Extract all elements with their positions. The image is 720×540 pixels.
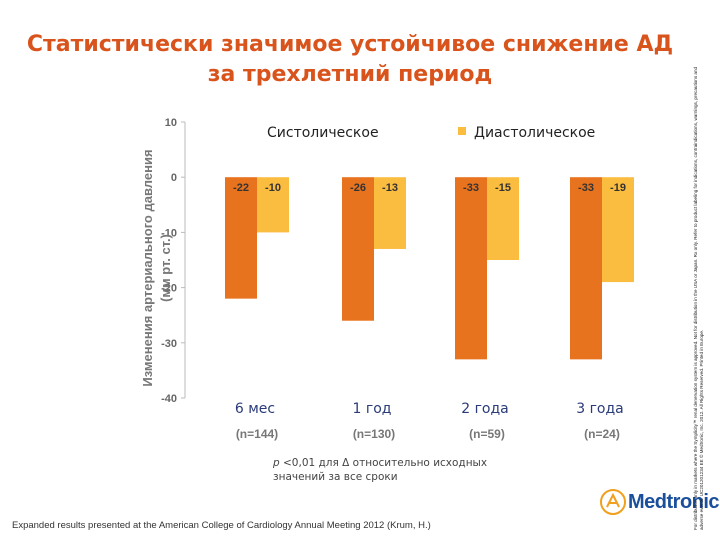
- category-label: 2 года: [461, 401, 509, 417]
- bar-systolic: [570, 177, 602, 360]
- legend-diastolic-swatch: [458, 127, 466, 135]
- footnote: p <0,01 для Δ относительно исходных знач…: [273, 456, 513, 484]
- side-note-wrap: For distribution only in markets where t…: [688, 50, 710, 530]
- legend-systolic-label: Систолическое: [267, 125, 379, 141]
- bar-systolic: [455, 177, 487, 360]
- y-tick-label: 10: [165, 117, 177, 129]
- bar-diastolic: [602, 177, 634, 283]
- footnote-text: <0,01 для Δ относительно исходных значен…: [273, 457, 488, 483]
- legend-diastolic-label: Диастолическое: [474, 125, 595, 141]
- bar-systolic: [342, 177, 374, 321]
- y-tick-label: -10: [161, 227, 177, 239]
- bar-diastolic: [374, 177, 406, 249]
- footnote-p: p: [273, 457, 280, 469]
- category-label: 1 год: [353, 401, 392, 417]
- bar-value-label: -19: [610, 182, 626, 194]
- n-label: (n=144): [236, 427, 278, 441]
- bottom-note: Expanded results presented at the Americ…: [12, 520, 431, 531]
- bar-systolic: [225, 177, 257, 299]
- bar-value-label: -15: [495, 182, 511, 194]
- y-tick-label: -30: [161, 338, 177, 350]
- bar-value-label: -33: [463, 182, 479, 194]
- y-tick-label: -20: [161, 283, 177, 295]
- bar-value-label: -26: [350, 182, 366, 194]
- y-axis-title: Изменения артериального давления: [140, 149, 155, 386]
- side-note: For distribution only in markets where t…: [693, 66, 704, 530]
- bar-diastolic: [487, 177, 519, 260]
- bar-value-label: -10: [265, 182, 281, 194]
- bar-diastolic: [257, 177, 289, 233]
- logo-text: Medtronic: [628, 490, 720, 513]
- bar-value-label: -22: [233, 182, 249, 194]
- page-title: Статистически значимое устойчивое снижен…: [26, 32, 674, 87]
- y-tick-label: -40: [161, 393, 177, 405]
- category-label: 3 года: [576, 401, 624, 417]
- medtronic-logo: Medtronic: [600, 488, 720, 516]
- n-label: (n=24): [584, 427, 620, 441]
- y-axis-unit: (мм рт. ст.): [158, 234, 173, 302]
- n-label: (n=59): [469, 427, 505, 441]
- n-label: (n=130): [353, 427, 395, 441]
- bar-value-label: -13: [382, 182, 398, 194]
- medtronic-icon: [600, 489, 626, 515]
- bar-value-label: -33: [578, 182, 594, 194]
- category-label: 6 мес: [235, 401, 275, 417]
- y-tick-label: 0: [171, 172, 177, 184]
